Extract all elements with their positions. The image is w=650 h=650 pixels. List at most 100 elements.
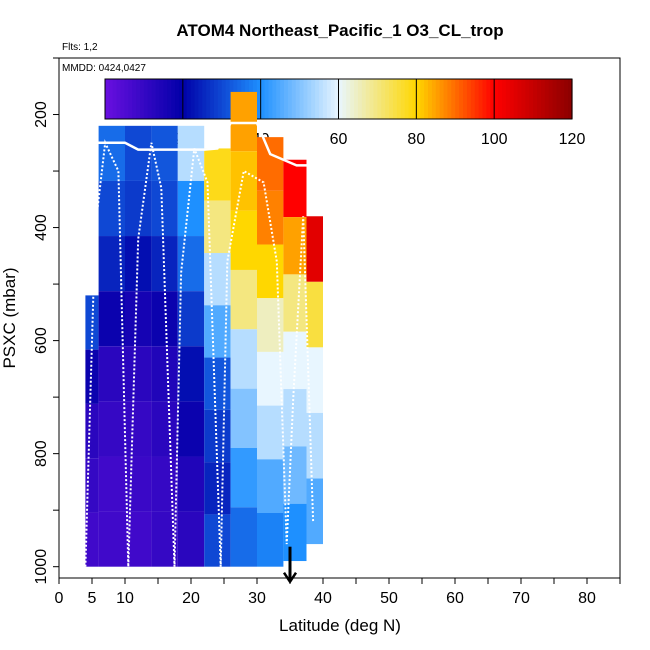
ozone-cell [125, 401, 152, 457]
colorbar-swatch [455, 79, 460, 119]
colorbar-swatch [408, 79, 414, 119]
colorbar-swatch [533, 79, 538, 119]
colorbar-swatch [494, 79, 499, 119]
chart-title: ATOM4 Northeast_Pacific_1 O3_CL_trop [176, 21, 503, 40]
colorbar-swatch [470, 79, 476, 119]
ozone-cell [283, 217, 307, 275]
colorbar-swatch [322, 79, 328, 119]
colorbar-swatch [128, 79, 133, 119]
ozone-cell [204, 514, 231, 567]
ozone-cell [98, 291, 125, 347]
colorbar-swatch [338, 79, 343, 119]
ozone-cell [85, 512, 99, 567]
colorbar-swatch [466, 79, 472, 119]
ozone-cell [204, 148, 231, 201]
colorbar-swatch [548, 79, 554, 119]
ozone-cell [151, 346, 178, 402]
ozone-cell [257, 137, 284, 191]
y-axis: 200 400 600 800 1000 [33, 57, 59, 584]
colorbar-swatch [404, 79, 410, 119]
y-axis-label: PSXC (mbar) [0, 267, 19, 368]
ozone-cell [125, 511, 152, 567]
colorbar-swatch [136, 79, 141, 119]
ozone-cell [85, 458, 99, 513]
colorbar-swatch [217, 79, 223, 119]
colorbar-swatch [143, 79, 149, 119]
ozone-cell [230, 388, 257, 448]
colorbar-swatch [357, 79, 363, 119]
x-tick-label: 80 [578, 590, 596, 607]
colorbar-swatch [326, 79, 332, 119]
colorbar-swatch [280, 79, 285, 119]
colorbar-swatch [194, 79, 199, 119]
colorbar-swatch [268, 79, 273, 119]
colorbar-swatch [400, 79, 406, 119]
flights-note: Flts: 1,2 [62, 42, 98, 53]
colorbar-swatch [264, 79, 270, 119]
ozone-cell [204, 357, 231, 410]
x-tick-label: 10 [116, 590, 134, 607]
ozone-cell [257, 405, 284, 460]
colorbar-swatch [540, 79, 546, 119]
colorbar-swatch [295, 79, 301, 119]
colorbar-swatch [509, 79, 515, 119]
y-tick-label: 600 [33, 327, 50, 354]
colorbar-swatch [389, 79, 394, 119]
colorbar-swatch [552, 79, 558, 119]
colorbar-swatch [319, 79, 324, 119]
colorbar-swatch [490, 79, 495, 119]
colorbar-swatch [381, 79, 386, 119]
x-axis: 0 5 10 20 30 40 50 60 70 80 [55, 578, 621, 607]
colorbar-swatch [346, 79, 351, 119]
colorbar-swatch [350, 79, 355, 119]
ozone-cell [230, 507, 257, 567]
ozone-cell [230, 329, 257, 389]
ozone-cell [177, 401, 205, 457]
colorbar-swatch [501, 79, 507, 119]
colorbar-swatch [159, 79, 164, 119]
colorbar-swatch [498, 79, 503, 119]
colorbar-swatch [478, 79, 484, 119]
colorbar-swatch [291, 79, 297, 119]
ozone-cell [98, 456, 125, 512]
ozone-cell [98, 401, 125, 457]
ozone-cell [125, 125, 152, 181]
ozone-cell [151, 291, 178, 347]
ozone-cell [151, 180, 178, 237]
colorbar-swatch [365, 79, 371, 119]
ozone-cell [151, 401, 178, 457]
ozone-cell [230, 151, 257, 211]
colorbar-swatch [108, 79, 114, 119]
x-tick-label: 0 [55, 590, 64, 607]
colorbar-swatch [112, 79, 118, 119]
colorbar-swatch [424, 79, 429, 119]
colorbar-swatch [482, 79, 487, 119]
x-tick-label: 40 [314, 590, 332, 607]
colorbar-swatch [120, 79, 126, 119]
y-tick-label: 800 [33, 440, 50, 467]
colorbar-swatch [560, 79, 565, 119]
colorbar-swatch [474, 79, 480, 119]
colorbar-swatch [361, 79, 367, 119]
colorbar-swatch [373, 79, 379, 119]
ozone-cell [177, 180, 205, 237]
colorbar-swatch [505, 79, 511, 119]
colorbar-swatch [132, 79, 137, 119]
colorbar-swatch [221, 79, 227, 119]
colorbar-swatch [354, 79, 359, 119]
colorbar-swatch [256, 79, 262, 119]
ozone-cell [98, 511, 125, 567]
ozone-cell [230, 91, 257, 152]
colorbar-swatch [385, 79, 390, 119]
x-tick-label: 5 [88, 590, 97, 607]
ozone-cell [283, 274, 307, 332]
colorbar-swatch [307, 79, 312, 119]
colorbar-swatch [116, 79, 122, 119]
colorbar-swatch [525, 79, 530, 119]
colorbar-swatch [186, 79, 192, 119]
colorbar-swatch [124, 79, 129, 119]
colorbar-swatch [299, 79, 305, 119]
colorbar-swatch [486, 79, 491, 119]
colorbar-swatch [556, 79, 561, 119]
